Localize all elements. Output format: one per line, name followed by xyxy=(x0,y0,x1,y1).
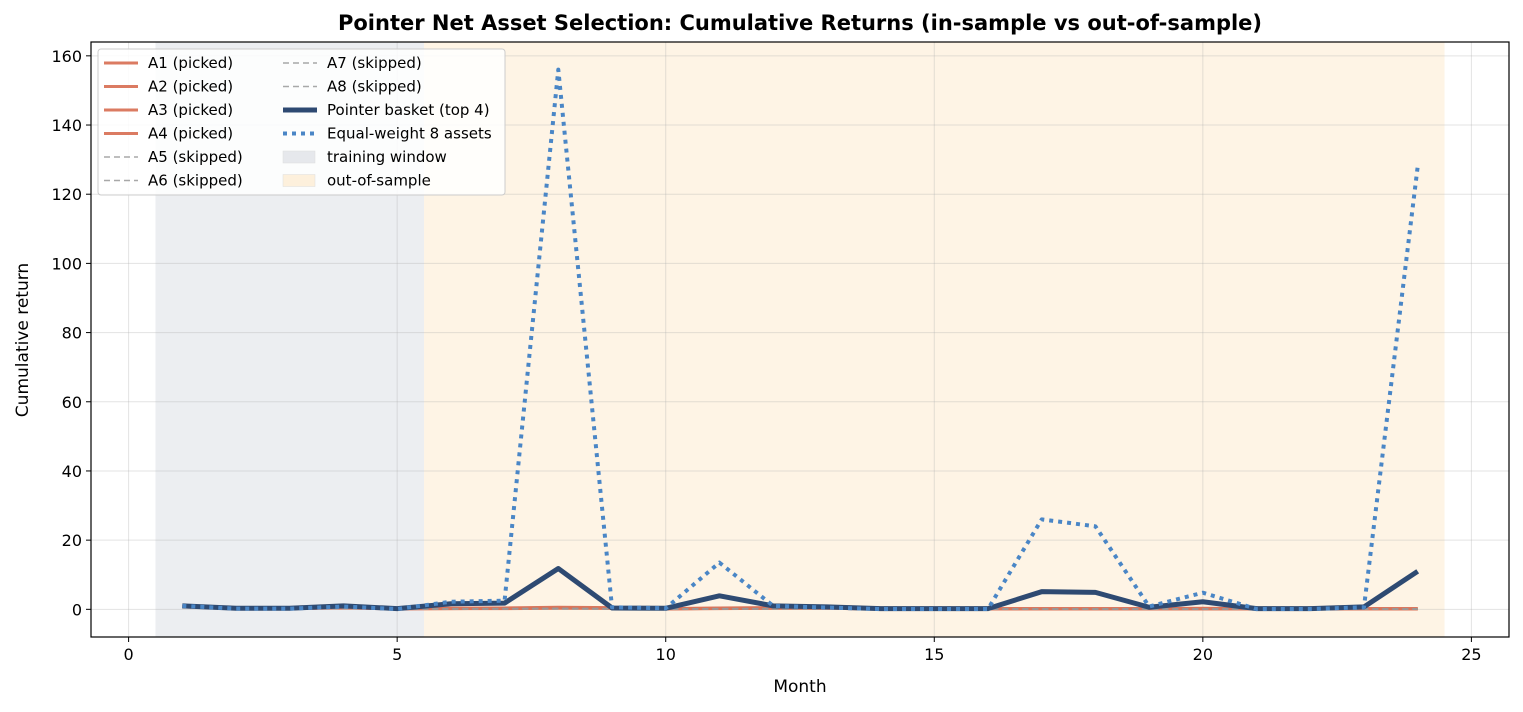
x-tick-label: 20 xyxy=(1193,645,1213,664)
legend-label: A7 (skipped) xyxy=(327,54,422,72)
y-tick-label: 80 xyxy=(62,324,82,343)
legend-item-a8-skipped: A8 (skipped) xyxy=(283,78,422,96)
legend-label: training window xyxy=(327,148,447,166)
legend-item-a6-skipped: A6 (skipped) xyxy=(104,172,243,190)
x-tick-label: 10 xyxy=(656,645,676,664)
x-tick-label: 5 xyxy=(392,645,402,664)
x-axis-label: Month xyxy=(773,677,826,697)
legend-item-training-window: training window xyxy=(282,148,447,166)
legend-item-a7-skipped: A7 (skipped) xyxy=(283,54,422,72)
legend-label: A6 (skipped) xyxy=(148,172,243,190)
y-axis-label: Cumulative return xyxy=(13,263,33,417)
y-tick-label: 120 xyxy=(51,185,82,204)
series-line-pointer-basket-top-4 xyxy=(182,566,1420,612)
y-tick-label: 140 xyxy=(51,116,82,135)
region-out-of-sample xyxy=(424,42,1445,637)
y-tick-label: 40 xyxy=(62,462,82,481)
legend-item-a3-picked: A3 (picked) xyxy=(104,101,233,119)
legend-label: A3 (picked) xyxy=(148,101,233,119)
y-tick-label: 100 xyxy=(51,254,82,273)
legend-item-a2-picked: A2 (picked) xyxy=(104,78,233,96)
axis-ticks: 0 5 10 15 20 25 0 20 40 60 80 100 120 140 160 xyxy=(51,47,1481,664)
legend-label: A5 (skipped) xyxy=(148,148,243,166)
y-tick-label: 0 xyxy=(72,600,82,619)
legend-swatch xyxy=(282,150,316,164)
legend-item-a1-picked: A1 (picked) xyxy=(104,54,233,72)
series-line-equal-weight-8-assets xyxy=(182,67,1420,611)
plot-frame xyxy=(90,41,1510,638)
legend-item-a5-skipped: A5 (skipped) xyxy=(104,148,243,166)
y-tick-label: 20 xyxy=(62,531,82,550)
legend-item-a4-picked: A4 (picked) xyxy=(104,125,233,143)
chart-title: Pointer Net Asset Selection: Cumulative … xyxy=(338,11,1262,35)
legend-label: A8 (skipped) xyxy=(327,78,422,96)
legend-label: A4 (picked) xyxy=(148,125,233,143)
legend-item-equal-weight-8-assets: Equal-weight 8 assets xyxy=(283,125,492,143)
x-tick-label: 0 xyxy=(124,645,134,664)
legend-label: Pointer basket (top 4) xyxy=(327,101,490,119)
legend-label: A1 (picked) xyxy=(148,54,233,72)
x-tick-label: 15 xyxy=(924,645,944,664)
y-tick-label: 60 xyxy=(62,393,82,412)
legend-swatch xyxy=(282,174,316,187)
legend-box xyxy=(97,48,506,196)
x-tick-label: 25 xyxy=(1461,645,1481,664)
legend-item-out-of-sample: out-of-sample xyxy=(282,172,431,190)
legend-label: out-of-sample xyxy=(327,172,431,190)
legend: A1 (picked) A2 (picked) A3 (picked) A4 (pic… xyxy=(97,48,506,196)
legend-label: A2 (picked) xyxy=(148,78,233,96)
legend-item-pointer-basket-top-4: Pointer basket (top 4) xyxy=(283,101,490,119)
y-tick-label: 160 xyxy=(51,47,82,66)
legend-label: Equal-weight 8 assets xyxy=(327,125,492,143)
series-lines xyxy=(182,67,1420,612)
